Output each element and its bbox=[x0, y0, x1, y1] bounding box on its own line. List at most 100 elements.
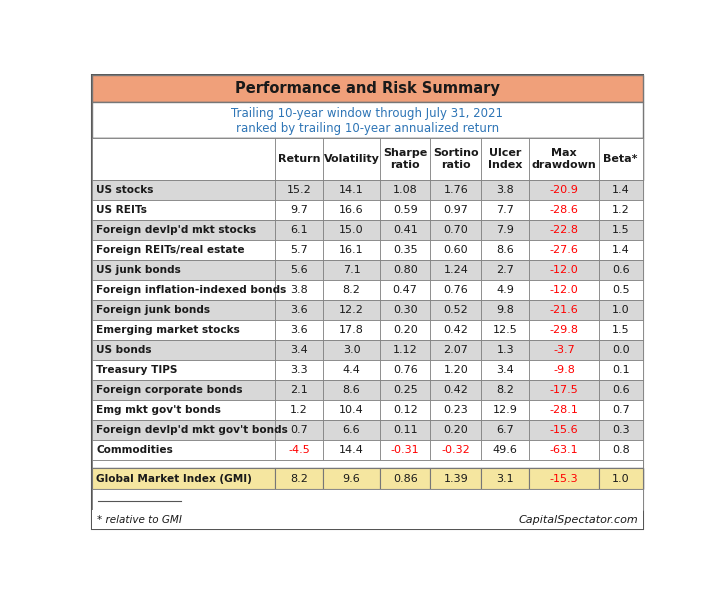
Bar bbox=[599, 468, 642, 489]
Bar bbox=[430, 280, 481, 300]
Bar bbox=[380, 440, 430, 459]
Text: 6.6: 6.6 bbox=[343, 424, 361, 435]
Text: 12.9: 12.9 bbox=[493, 405, 518, 414]
Bar bbox=[275, 360, 323, 379]
Bar bbox=[529, 360, 599, 379]
Bar bbox=[599, 138, 642, 180]
Text: Foreign corporate bonds: Foreign corporate bonds bbox=[96, 384, 243, 395]
Text: -27.6: -27.6 bbox=[550, 245, 579, 255]
Bar bbox=[92, 440, 275, 459]
Text: 2.7: 2.7 bbox=[496, 265, 514, 275]
Text: US junk bonds: US junk bonds bbox=[96, 265, 181, 275]
Text: -3.7: -3.7 bbox=[554, 344, 575, 355]
Bar bbox=[275, 240, 323, 260]
Bar bbox=[529, 240, 599, 260]
Text: US stocks: US stocks bbox=[96, 185, 153, 195]
Bar bbox=[323, 360, 380, 379]
Text: Volatility: Volatility bbox=[323, 154, 379, 164]
Text: 1.2: 1.2 bbox=[290, 405, 308, 414]
Text: Trailing 10-year window through July 31, 2021: Trailing 10-year window through July 31,… bbox=[232, 107, 503, 120]
Bar bbox=[275, 300, 323, 320]
Text: Emg mkt gov't bonds: Emg mkt gov't bonds bbox=[96, 405, 221, 414]
Bar bbox=[92, 102, 642, 138]
Bar bbox=[599, 360, 642, 379]
Bar bbox=[92, 400, 642, 419]
Bar bbox=[323, 379, 380, 400]
Text: 3.8: 3.8 bbox=[496, 185, 514, 195]
Text: 0.86: 0.86 bbox=[393, 473, 417, 484]
Text: 1.5: 1.5 bbox=[612, 325, 630, 335]
Bar bbox=[275, 340, 323, 360]
Text: 4.4: 4.4 bbox=[343, 365, 361, 375]
Text: 1.0: 1.0 bbox=[612, 305, 630, 315]
Text: 0.20: 0.20 bbox=[443, 424, 468, 435]
Bar bbox=[92, 240, 275, 260]
Bar bbox=[529, 340, 599, 360]
Text: 0.59: 0.59 bbox=[393, 205, 417, 215]
Bar bbox=[380, 200, 430, 220]
Bar bbox=[275, 180, 323, 200]
Bar bbox=[380, 300, 430, 320]
Bar bbox=[92, 260, 275, 280]
Text: 8.6: 8.6 bbox=[496, 245, 514, 255]
Text: 0.30: 0.30 bbox=[393, 305, 417, 315]
Bar bbox=[92, 379, 642, 400]
Text: 1.4: 1.4 bbox=[612, 245, 630, 255]
Text: 0.42: 0.42 bbox=[443, 325, 468, 335]
Bar bbox=[529, 400, 599, 419]
Text: -15.6: -15.6 bbox=[550, 424, 579, 435]
Bar bbox=[599, 180, 642, 200]
Text: -15.3: -15.3 bbox=[550, 473, 579, 484]
Bar bbox=[92, 280, 642, 300]
Bar bbox=[529, 320, 599, 340]
Text: Treasury TIPS: Treasury TIPS bbox=[96, 365, 178, 375]
Text: Return: Return bbox=[278, 154, 320, 164]
Text: -28.6: -28.6 bbox=[550, 205, 579, 215]
Text: 1.3: 1.3 bbox=[496, 344, 514, 355]
Text: 1.08: 1.08 bbox=[393, 185, 417, 195]
Bar bbox=[323, 180, 380, 200]
Bar bbox=[529, 379, 599, 400]
Bar bbox=[92, 300, 642, 320]
Bar bbox=[481, 220, 529, 240]
Bar bbox=[529, 300, 599, 320]
Bar bbox=[380, 468, 430, 489]
Text: 0.7: 0.7 bbox=[290, 424, 308, 435]
Bar bbox=[481, 260, 529, 280]
Text: 0.3: 0.3 bbox=[612, 424, 630, 435]
Bar bbox=[430, 360, 481, 379]
Text: 0.42: 0.42 bbox=[443, 384, 468, 395]
Bar bbox=[481, 340, 529, 360]
Text: 3.0: 3.0 bbox=[343, 344, 361, 355]
Bar bbox=[529, 200, 599, 220]
Bar bbox=[92, 440, 642, 459]
Bar bbox=[380, 360, 430, 379]
Bar bbox=[529, 180, 599, 200]
Text: 1.2: 1.2 bbox=[612, 205, 630, 215]
Text: 1.5: 1.5 bbox=[612, 225, 630, 235]
Bar bbox=[323, 440, 380, 459]
Text: Beta*: Beta* bbox=[604, 154, 638, 164]
Bar bbox=[323, 138, 380, 180]
Bar bbox=[92, 260, 642, 280]
Bar bbox=[380, 340, 430, 360]
Text: 1.0: 1.0 bbox=[612, 473, 630, 484]
Bar bbox=[599, 260, 642, 280]
Bar bbox=[275, 280, 323, 300]
Bar bbox=[323, 400, 380, 419]
Text: 0.12: 0.12 bbox=[393, 405, 417, 414]
Bar bbox=[430, 340, 481, 360]
Text: 7.7: 7.7 bbox=[496, 205, 514, 215]
Bar bbox=[92, 400, 275, 419]
Bar bbox=[430, 419, 481, 440]
Text: 5.6: 5.6 bbox=[290, 265, 308, 275]
Text: 0.7: 0.7 bbox=[612, 405, 630, 414]
Text: -0.32: -0.32 bbox=[442, 445, 470, 454]
Text: 0.47: 0.47 bbox=[393, 285, 417, 295]
Bar bbox=[275, 320, 323, 340]
Bar bbox=[529, 220, 599, 240]
Bar bbox=[481, 280, 529, 300]
Text: 49.6: 49.6 bbox=[493, 445, 518, 454]
Text: 0.97: 0.97 bbox=[443, 205, 468, 215]
Bar bbox=[92, 360, 642, 379]
